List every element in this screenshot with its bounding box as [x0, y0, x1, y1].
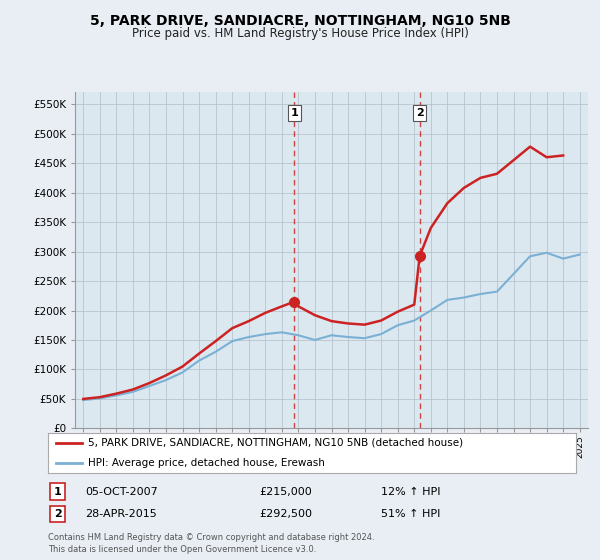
Text: 1: 1 [290, 108, 298, 118]
Text: 5, PARK DRIVE, SANDIACRE, NOTTINGHAM, NG10 5NB (detached house): 5, PARK DRIVE, SANDIACRE, NOTTINGHAM, NG… [88, 438, 463, 448]
Text: 5, PARK DRIVE, SANDIACRE, NOTTINGHAM, NG10 5NB: 5, PARK DRIVE, SANDIACRE, NOTTINGHAM, NG… [89, 14, 511, 28]
Text: £292,500: £292,500 [259, 509, 312, 519]
Text: 2: 2 [53, 509, 61, 519]
Text: 51% ↑ HPI: 51% ↑ HPI [380, 509, 440, 519]
Text: £215,000: £215,000 [259, 487, 312, 497]
Text: 2: 2 [416, 108, 424, 118]
Text: 28-APR-2015: 28-APR-2015 [85, 509, 157, 519]
Text: 05-OCT-2007: 05-OCT-2007 [85, 487, 158, 497]
Text: Contains HM Land Registry data © Crown copyright and database right 2024.
This d: Contains HM Land Registry data © Crown c… [48, 533, 374, 554]
Text: 1: 1 [53, 487, 61, 497]
Text: Price paid vs. HM Land Registry's House Price Index (HPI): Price paid vs. HM Land Registry's House … [131, 27, 469, 40]
Text: 12% ↑ HPI: 12% ↑ HPI [380, 487, 440, 497]
Text: HPI: Average price, detached house, Erewash: HPI: Average price, detached house, Erew… [88, 458, 325, 468]
